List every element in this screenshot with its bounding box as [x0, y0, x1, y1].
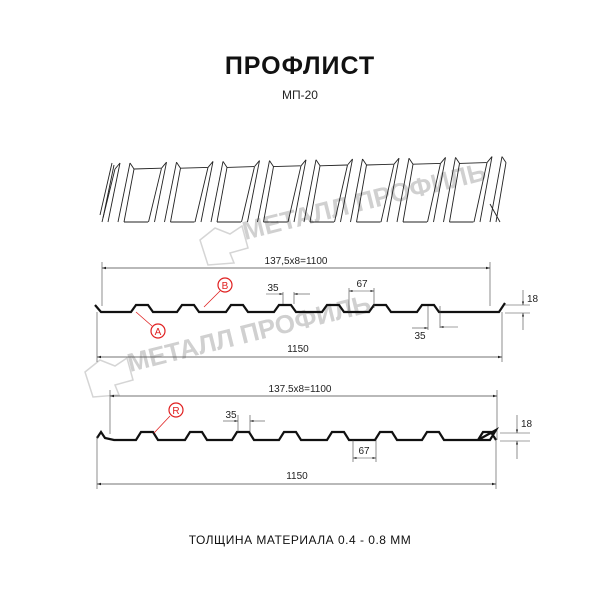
sheet-edge — [176, 161, 181, 169]
sheet-edge — [216, 167, 228, 223]
sheet-edge — [241, 166, 255, 223]
sheet-edge — [263, 166, 274, 223]
width-dimension: 1150 — [286, 471, 308, 482]
sheet-edge — [356, 164, 367, 223]
sheet-edge — [102, 164, 115, 219]
sheet-edge — [489, 156, 503, 223]
sheet-edge — [180, 166, 208, 169]
sheet-edge — [273, 165, 301, 168]
bottom-width-dimension: 67 — [358, 446, 370, 457]
sheet-edge — [257, 160, 270, 223]
sheet-edge — [114, 162, 121, 170]
model-subtitle: МП-20 — [282, 88, 318, 102]
sheet-edge — [350, 158, 363, 223]
sheet-edge — [133, 167, 162, 170]
sheet-edge — [396, 158, 410, 223]
sheet-edge — [402, 164, 414, 223]
marker-r-label: R — [172, 406, 179, 417]
sheet-edge — [501, 156, 507, 163]
sheet-edge — [129, 162, 135, 170]
sheet-edge — [433, 157, 446, 223]
marker-a-label: A — [155, 327, 162, 338]
pitch-dimension: 137.5x8=1100 — [269, 384, 332, 395]
sheet-edge — [170, 168, 181, 223]
sheet-edge — [303, 159, 317, 223]
page-title: ПРОФЛИСТ — [224, 52, 376, 80]
sheet-edge — [293, 159, 307, 223]
marker-r — [168, 402, 184, 418]
sheet-3d-view — [99, 156, 507, 223]
sheet-edge — [200, 161, 214, 223]
sheet-edge — [455, 157, 460, 164]
sheet-edge — [164, 162, 177, 223]
sheet-edge — [362, 158, 367, 166]
sheet-edge — [440, 157, 446, 164]
top-width-dimension: 35 — [267, 283, 279, 294]
sheet-edge — [315, 159, 321, 167]
sheet-edge — [479, 156, 493, 223]
sheet-edge — [489, 203, 501, 223]
sheet-edge — [459, 162, 487, 164]
marker-a — [150, 323, 166, 339]
sheet-edge — [226, 166, 255, 168]
sheet-edge — [107, 162, 121, 223]
height-dimension: 18 — [527, 294, 539, 305]
sheet-edge — [427, 163, 441, 223]
sheet-edge — [154, 162, 167, 223]
sheet-edge — [300, 159, 307, 167]
top-width-dimension: 35 — [225, 410, 237, 421]
pitch-dimension: 137,5x8=1100 — [265, 256, 328, 267]
marker-b — [217, 277, 233, 293]
sheet-edge — [99, 162, 113, 216]
sheet-edge — [222, 161, 228, 168]
sheet-edge — [123, 168, 135, 223]
sheet-edge — [148, 168, 162, 223]
bottom-width-dimension: 67 — [356, 279, 368, 290]
sheet-edge — [347, 158, 353, 166]
sheet-edge — [210, 161, 224, 223]
profile-a-drawing: 137,5x8=1100 1150 35 67 35 18 A — [94, 256, 539, 362]
profile-a-line — [94, 302, 506, 314]
sheet-edge — [309, 165, 321, 223]
sheet-edge — [449, 163, 460, 223]
sheet-edge — [473, 162, 488, 223]
sheet-edge — [194, 167, 209, 223]
watermark-text-1: МЕТАЛЛ ПРОФИЛЬ — [239, 156, 489, 246]
profile-r-line — [96, 427, 500, 442]
sheet-edge — [393, 157, 400, 165]
sheet-edge — [207, 161, 214, 168]
sheet-edge — [366, 163, 394, 166]
sheet-edge — [334, 164, 348, 223]
marker-b-label: B — [222, 281, 229, 292]
lower-width-dimension: 35 — [414, 331, 426, 342]
sheet-edge — [495, 162, 507, 223]
sheet-edge — [161, 161, 167, 169]
material-thickness-note: ТОЛЩИНА МАТЕРИАЛА 0.4 - 0.8 ММ — [188, 533, 412, 547]
sheet-edge — [287, 165, 302, 223]
sheet-edge — [443, 157, 456, 223]
sheet-edge — [319, 164, 348, 167]
sheet-edge — [247, 160, 260, 223]
sheet-edge — [117, 162, 131, 223]
sheet-edge — [408, 157, 414, 165]
sheet-edge — [254, 160, 260, 167]
sheet-edge — [340, 158, 353, 223]
profile-r-drawing: 137.5x8=1100 1150 35 67 18 R — [96, 384, 533, 489]
width-dimension: 1150 — [287, 344, 309, 355]
sheet-edge — [269, 160, 274, 167]
sheet-edge — [486, 156, 493, 163]
sheet-edge — [412, 162, 441, 165]
height-dimension: 18 — [521, 419, 533, 430]
sheet-edge — [386, 158, 400, 223]
sheet-edge — [380, 164, 395, 223]
